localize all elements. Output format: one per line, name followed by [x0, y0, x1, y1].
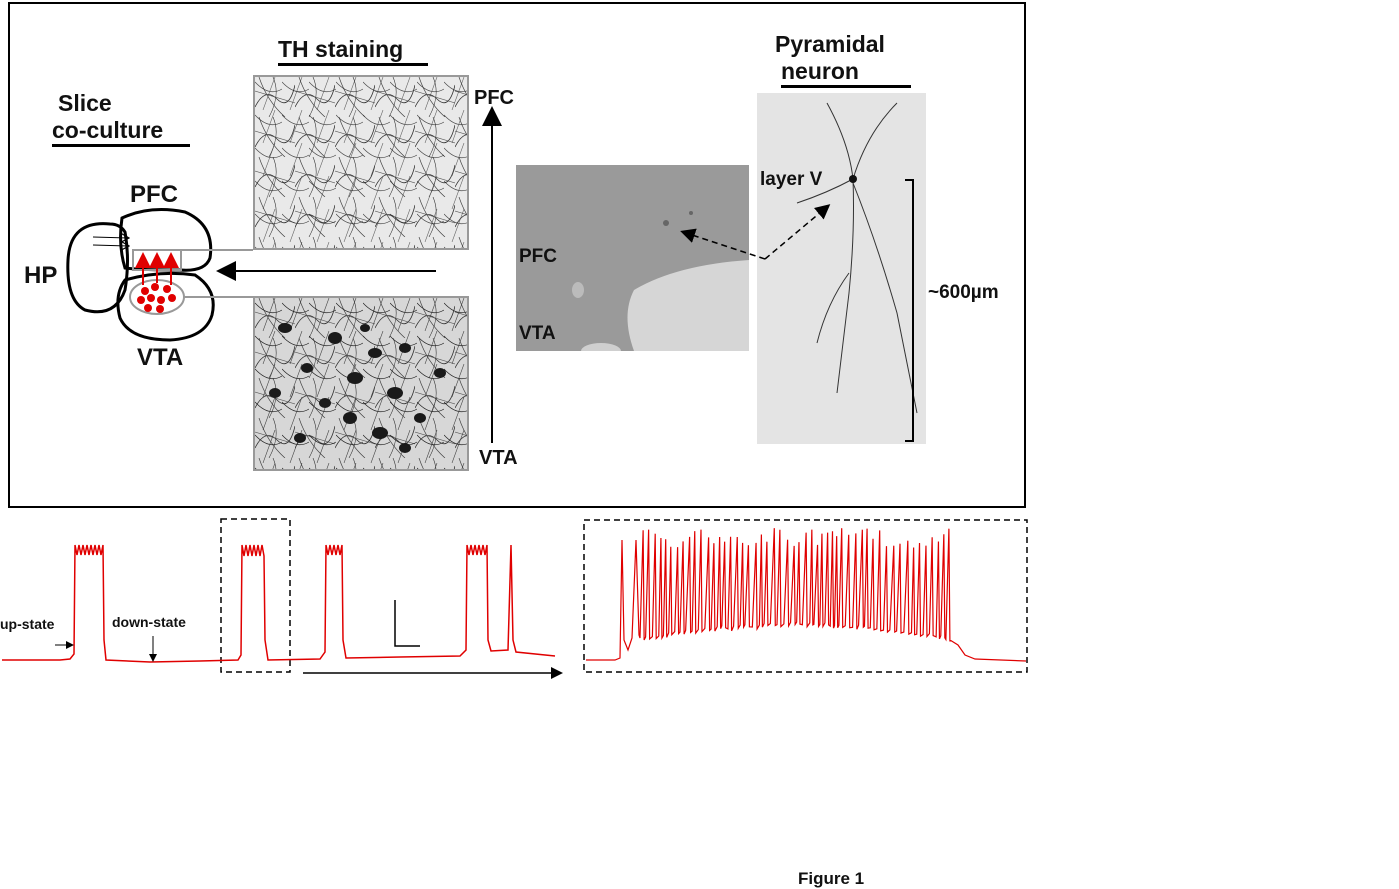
- th-cells-pattern: [255, 298, 467, 469]
- panel-a-frame: [8, 2, 1026, 508]
- layer-v-label: layer V: [760, 169, 823, 190]
- expanded-upstate-trace: [586, 528, 1027, 662]
- schematic-hp-label: HP: [24, 262, 58, 289]
- vta-neuron-dots: [137, 283, 176, 313]
- pyramidal-title-line1: Pyramidal: [775, 31, 885, 57]
- pyramidal-title-line2: neuron: [781, 60, 911, 88]
- long-recording-trace: [2, 544, 556, 663]
- slice-title-line2: co-culture: [52, 119, 190, 147]
- slice-title-line1: Slice: [58, 90, 112, 116]
- scale-bracket: [905, 179, 914, 442]
- vta-outline: [116, 271, 215, 342]
- th-staining-title: TH staining: [278, 38, 428, 66]
- th-micrograph-pfc: [253, 75, 469, 250]
- trace-scale-bar: [394, 600, 420, 647]
- scale-600um-label: ~600µm: [928, 282, 999, 303]
- overview-pfc-label: PFC: [519, 246, 557, 267]
- pyramidal-micrograph: [757, 93, 926, 444]
- th-fibers-pattern: [255, 77, 467, 248]
- pfc-outline: [119, 208, 213, 272]
- inset-box-right: [583, 519, 1028, 673]
- hp-outline: [66, 222, 129, 314]
- down-state-label: down-state: [112, 614, 186, 630]
- schematic-pfc-label: PFC: [130, 181, 178, 208]
- inset-box-left: [220, 518, 291, 673]
- axis-bottom-vta-label: VTA: [479, 447, 518, 469]
- up-state-label: up-state: [0, 616, 55, 632]
- overview-vta-label: VTA: [519, 323, 556, 344]
- pyramidal-neuron-drawing: [796, 102, 918, 414]
- figure-caption: Figure 1: [798, 869, 865, 888]
- th-micrograph-vta: [253, 296, 469, 471]
- overview-micrograph: [516, 165, 749, 351]
- schematic-vta-label: VTA: [137, 344, 184, 371]
- overview-tissue: [572, 211, 749, 351]
- axis-top-pfc-label: PFC: [474, 87, 514, 109]
